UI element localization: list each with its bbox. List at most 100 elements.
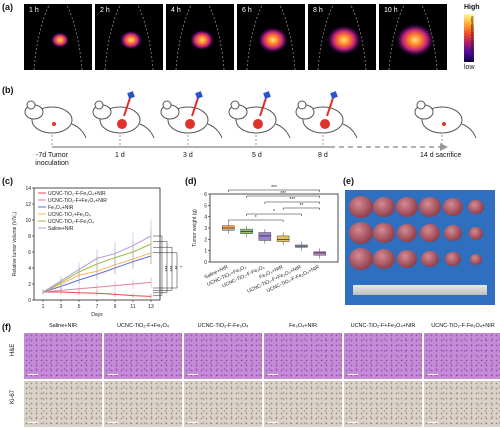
scale-bar (108, 373, 118, 375)
x-tick-label: 13 (148, 304, 154, 310)
significance-bracket (228, 189, 320, 192)
scale-bar (28, 373, 38, 375)
fluorescence-image-6: 10 h (379, 4, 447, 70)
tumor-sample (445, 252, 461, 267)
legend-label: UCNC-TiO₂-F+Fe₃O₄+NIR (48, 198, 107, 204)
y-tick-label: 1 (204, 249, 207, 255)
tumor-sample (468, 200, 484, 215)
panel-label-e: (e) (343, 176, 354, 186)
histology-image (264, 333, 342, 379)
timeline-label-inoculation: -7d Tumor inoculation (22, 152, 82, 168)
y-tick-label: 3 (204, 226, 207, 232)
significance-bracket (153, 241, 168, 294)
colorbar: High Normalized intensity low (456, 4, 496, 74)
fluorescence-image-4: 6 h (237, 4, 305, 70)
x-tick-label: 5 (78, 304, 81, 310)
histology-image (424, 333, 500, 379)
timeline-label-3d: 3 d (183, 152, 193, 159)
significance-label: * (255, 215, 257, 221)
significance-label: *** (271, 185, 277, 191)
histology-image (184, 333, 262, 379)
panel-label-a: (a) (2, 2, 13, 12)
y-tick-label: 2 (204, 237, 207, 243)
histology-image (24, 333, 102, 379)
significance-bracket (153, 246, 173, 291)
time-label-2: 2 h (100, 7, 110, 14)
box (276, 235, 290, 242)
box (313, 251, 326, 256)
y-tick-label: 4 (204, 215, 207, 221)
timeline-label-inoculation-l2: inoculation (35, 160, 69, 167)
histology-image (344, 381, 422, 427)
scale-bar (268, 421, 278, 423)
time-label-5: 8 h (313, 7, 323, 14)
mouse-icon (24, 100, 87, 139)
panel-label-c: (c) (2, 176, 13, 186)
histology-column-title: Fe₃O₄+NIR (289, 323, 317, 329)
histology-column-title: UCNC-TiO₂-F-Fe₃O₄ (197, 323, 249, 329)
significance-bracket (246, 195, 320, 198)
time-label-1: 1 h (29, 7, 39, 14)
y-tick-label: 0 (28, 298, 31, 304)
timeline-label-14d: 14 d sacrifice (420, 152, 462, 159)
tumor-sample (397, 250, 417, 268)
y-tick-label: 6 (28, 250, 31, 256)
panel-label-d: (d) (185, 176, 197, 186)
tumor-sample (349, 196, 373, 218)
significance-bracket (228, 219, 284, 222)
tumor-sample (349, 222, 373, 244)
tumor-sample (444, 225, 462, 242)
histology-row-label: H&E (10, 343, 16, 356)
histology-row-label: Ki-67 (10, 389, 16, 404)
significance-bracket (153, 252, 178, 289)
colorbar-low-label: low (464, 64, 475, 71)
significance-label: *** (161, 266, 167, 272)
fluorescence-image-2: 2 h (95, 4, 163, 70)
timeline-label-8d: 8 d (318, 152, 328, 159)
y-tick-label: 10 (25, 218, 31, 224)
timeline-label-5d: 5 d (252, 152, 262, 159)
significance-label: * (176, 266, 182, 268)
significance-label: ** (171, 266, 177, 270)
y-axis-label: Tumor weight (g) (192, 209, 198, 247)
x-tick-label: 7 (96, 304, 99, 310)
mouse-icon (295, 91, 358, 139)
fluorescence-image-1: 1 h (24, 4, 92, 70)
mouse-icon (160, 91, 223, 139)
fluorescence-image-strip: 1 h 2 h 4 h 6 h 8 h 10 h (24, 4, 450, 70)
tumor-sample (420, 224, 440, 242)
significance-bracket (246, 213, 302, 216)
legend-label: Fe₃O₄+NIR (48, 205, 74, 211)
significance-label: ** (299, 203, 303, 209)
scale-bar (188, 373, 198, 375)
fluorescence-image-5: 8 h (308, 4, 376, 70)
timeline-label-1d: 1 d (115, 152, 125, 159)
colorbar-title: Normalized intensity (470, 16, 475, 53)
histology-image (264, 381, 342, 427)
tumor-sample (421, 251, 439, 268)
tumor-sample (443, 198, 463, 216)
histology-column-title: UCNC-TiO₂-F+Fe₃O₄ (116, 323, 170, 329)
tumor-sample (373, 197, 395, 217)
tumor-sample (373, 223, 395, 243)
tumor-sample (397, 224, 417, 242)
y-tick-label: 5 (204, 203, 207, 209)
x-axis-label: Days (91, 312, 103, 318)
histology-column-title: UCNC-TiO₂-F-Fe₃O₄+NIR (431, 323, 495, 329)
colorbar-gradient (464, 14, 474, 62)
y-tick-label: 6 (204, 192, 207, 198)
tumor-photo (345, 190, 495, 305)
tumor-sample (419, 197, 441, 217)
scale-bar (428, 421, 438, 423)
mouse-icon (228, 91, 291, 139)
treatment-timeline (24, 91, 477, 151)
histology-image (344, 333, 422, 379)
histology-image (104, 381, 182, 427)
mouse-icon (414, 100, 477, 139)
tumor-sample (349, 248, 373, 270)
histology-image (104, 333, 182, 379)
scale-bar (108, 421, 118, 423)
y-tick-label: 2 (28, 282, 31, 288)
